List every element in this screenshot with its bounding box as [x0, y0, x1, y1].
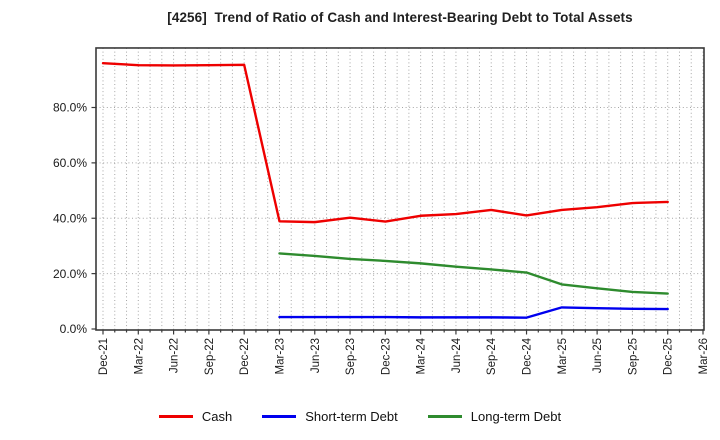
y-tick-label: 80.0% [53, 101, 87, 115]
x-tick-label: Dec-23 [380, 338, 392, 375]
legend-line-swatch [427, 414, 462, 418]
x-tick-label: Dec-25 [663, 338, 675, 375]
x-tick-label: Jun-25 [592, 338, 604, 373]
x-tick-label: Mar-22 [133, 338, 145, 374]
y-tick-label: 40.0% [53, 211, 87, 225]
x-tick-label: Dec-22 [239, 338, 251, 375]
plot-frame [95, 47, 705, 331]
x-tick-label: Sep-22 [204, 338, 216, 375]
legend-label: Long-term Debt [470, 408, 562, 424]
y-axis-labels: 0.0% 20.0% 40.0% 60.0% 80.0% [53, 101, 87, 337]
x-tick-label: Dec-24 [522, 337, 534, 375]
x-tick-label: Mar-24 [416, 337, 428, 374]
series-line-cash [101, 62, 669, 224]
legend-label: Cash [201, 408, 233, 424]
x-tick-label: Jun-23 [310, 338, 322, 373]
x-axis-labels: Dec-21 Mar-22 Jun-22 Sep-22 Dec-22 Mar-23 Jun-… [98, 337, 710, 375]
legend-item-long-term-debt: Long-term Debt [427, 408, 562, 424]
x-tick-label: Jun-24 [451, 337, 463, 373]
series-line-short-term-debt [278, 306, 669, 319]
gridlines [96, 47, 704, 330]
y-tick-label: 60.0% [53, 156, 87, 170]
legend-item-short-term-debt: Short-term Debt [262, 408, 398, 424]
x-tick-label: Sep-24 [486, 337, 498, 375]
x-tick-label: Jun-22 [169, 338, 181, 373]
y-tick-label: 20.0% [53, 267, 87, 281]
x-tick-label: Mar-26 [698, 338, 710, 374]
x-tick-label: Dec-21 [98, 338, 110, 375]
axis-ticks [91, 106, 704, 335]
legend-line-swatch [262, 414, 297, 418]
legend-item-cash: Cash [158, 408, 233, 424]
plot-area: 0.0% 20.0% 40.0% 60.0% 80.0% Dec-21 Mar-22 Jun-… [53, 47, 710, 375]
x-tick-label: Mar-23 [274, 338, 286, 374]
y-tick-label: 0.0% [60, 322, 88, 336]
legend-line-swatch [158, 414, 193, 418]
chart-title: [4256] Trend of Ratio of Cash and Intere… [167, 10, 633, 25]
x-tick-label: Sep-23 [345, 338, 357, 375]
x-tick-label: Mar-25 [557, 338, 569, 374]
x-tick-label: Sep-25 [627, 338, 639, 375]
chart-legend: Cash Short-term Debt Long-term Debt [0, 403, 720, 429]
series-line-long-term-debt [278, 252, 669, 295]
legend-label: Short-term Debt [305, 408, 398, 424]
